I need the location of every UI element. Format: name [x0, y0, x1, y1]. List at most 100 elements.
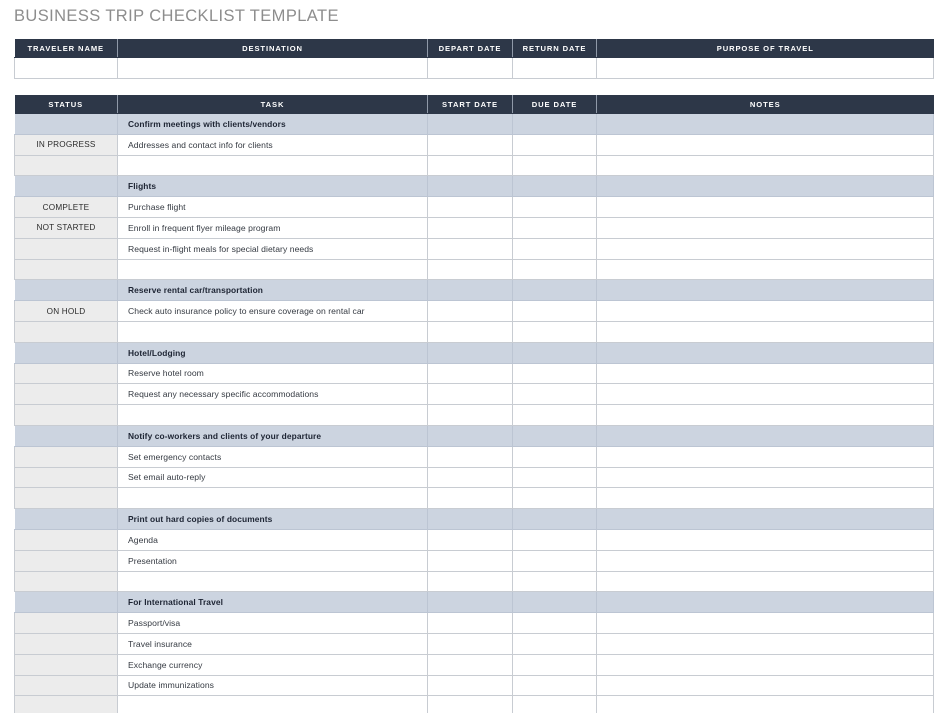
cell-task[interactable]: [117, 695, 428, 713]
cell-start-date[interactable]: [427, 383, 513, 406]
cell-task[interactable]: Enroll in frequent flyer mileage program: [117, 217, 428, 239]
cell-start-date[interactable]: [427, 487, 513, 510]
cell-status[interactable]: [14, 695, 118, 713]
cell-task[interactable]: Request any necessary specific accommoda…: [117, 383, 428, 406]
cell-task[interactable]: [117, 155, 428, 177]
cell-status[interactable]: [14, 571, 118, 593]
cell-start-date[interactable]: [427, 217, 513, 239]
cell-due-date[interactable]: [512, 238, 597, 260]
cell-due-date[interactable]: [512, 654, 597, 676]
cell-notes[interactable]: [596, 238, 934, 260]
cell-status[interactable]: COMPLETE: [14, 196, 118, 218]
cell-notes[interactable]: [596, 550, 934, 572]
cell-status[interactable]: [14, 633, 118, 655]
cell-status[interactable]: [14, 259, 118, 281]
cell-due-date[interactable]: [512, 217, 597, 239]
cell-notes[interactable]: [596, 196, 934, 218]
cell-due-date[interactable]: [512, 487, 597, 510]
cell-task[interactable]: Addresses and contact info for clients: [117, 134, 428, 156]
cell-status[interactable]: [14, 321, 118, 343]
cell-due-date[interactable]: [512, 155, 597, 177]
cell-task[interactable]: [117, 404, 428, 426]
cell-task[interactable]: Reserve hotel room: [117, 363, 428, 385]
cell-status[interactable]: [14, 404, 118, 426]
cell-task[interactable]: Travel insurance: [117, 633, 428, 655]
cell-status[interactable]: [14, 550, 118, 572]
cell-start-date[interactable]: [427, 467, 513, 489]
cell-due-date[interactable]: [512, 529, 597, 551]
cell-status[interactable]: [14, 654, 118, 676]
cell-notes[interactable]: [596, 404, 934, 426]
cell-status[interactable]: [14, 467, 118, 489]
cell-notes[interactable]: [596, 654, 934, 676]
cell-start-date[interactable]: [427, 300, 513, 322]
cell-notes[interactable]: [596, 259, 934, 281]
cell-start-date[interactable]: [427, 155, 513, 177]
cell-start-date[interactable]: [427, 612, 513, 634]
cell-start-date[interactable]: [427, 675, 513, 697]
cell-task[interactable]: Purchase flight: [117, 196, 428, 218]
cell-notes[interactable]: [596, 383, 934, 406]
cell-due-date[interactable]: [512, 259, 597, 281]
cell-notes[interactable]: [596, 363, 934, 385]
cell-start-date[interactable]: [427, 446, 513, 468]
cell-start-date[interactable]: [427, 695, 513, 713]
cell-task[interactable]: Agenda: [117, 529, 428, 551]
cell-notes[interactable]: [596, 300, 934, 322]
cell-start-date[interactable]: [427, 196, 513, 218]
cell-notes[interactable]: [596, 467, 934, 489]
cell-notes[interactable]: [596, 487, 934, 510]
cell-task[interactable]: Update immunizations: [117, 675, 428, 697]
cell-due-date[interactable]: [512, 695, 597, 713]
cell-due-date[interactable]: [512, 550, 597, 572]
cell-due-date[interactable]: [512, 383, 597, 406]
cell-start-date[interactable]: [427, 550, 513, 572]
cell-start-date[interactable]: [427, 571, 513, 593]
cell-task[interactable]: Exchange currency: [117, 654, 428, 676]
cell-notes[interactable]: [596, 321, 934, 343]
cell-start-date[interactable]: [427, 363, 513, 385]
cell-status[interactable]: [14, 238, 118, 260]
cell-status[interactable]: IN PROGRESS: [14, 134, 118, 156]
cell-task[interactable]: Set emergency contacts: [117, 446, 428, 468]
cell-task[interactable]: Presentation: [117, 550, 428, 572]
cell-due-date[interactable]: [512, 321, 597, 343]
cell-status[interactable]: [14, 155, 118, 177]
cell-status[interactable]: [14, 487, 118, 510]
cell-notes[interactable]: [596, 446, 934, 468]
cell-notes[interactable]: [596, 217, 934, 239]
cell-notes[interactable]: [596, 529, 934, 551]
cell-notes[interactable]: [596, 633, 934, 655]
trip-input-return-date[interactable]: [512, 57, 597, 79]
cell-status[interactable]: NOT STARTED: [14, 217, 118, 239]
cell-due-date[interactable]: [512, 612, 597, 634]
cell-task[interactable]: [117, 259, 428, 281]
cell-status[interactable]: ON HOLD: [14, 300, 118, 322]
cell-start-date[interactable]: [427, 238, 513, 260]
cell-notes[interactable]: [596, 571, 934, 593]
cell-task[interactable]: Check auto insurance policy to ensure co…: [117, 300, 428, 322]
cell-task[interactable]: Request in-flight meals for special diet…: [117, 238, 428, 260]
trip-input-purpose-of-travel[interactable]: [596, 57, 934, 79]
cell-task[interactable]: [117, 321, 428, 343]
trip-input-traveler-name[interactable]: [14, 57, 118, 79]
cell-start-date[interactable]: [427, 633, 513, 655]
cell-start-date[interactable]: [427, 529, 513, 551]
cell-status[interactable]: [14, 612, 118, 634]
cell-due-date[interactable]: [512, 571, 597, 593]
cell-due-date[interactable]: [512, 300, 597, 322]
cell-task[interactable]: Set email auto-reply: [117, 467, 428, 489]
trip-input-depart-date[interactable]: [427, 57, 513, 79]
cell-due-date[interactable]: [512, 363, 597, 385]
cell-notes[interactable]: [596, 675, 934, 697]
cell-status[interactable]: [14, 446, 118, 468]
cell-notes[interactable]: [596, 612, 934, 634]
cell-start-date[interactable]: [427, 321, 513, 343]
cell-task[interactable]: [117, 487, 428, 510]
cell-notes[interactable]: [596, 155, 934, 177]
cell-notes[interactable]: [596, 134, 934, 156]
cell-notes[interactable]: [596, 695, 934, 713]
trip-input-destination[interactable]: [117, 57, 428, 79]
cell-due-date[interactable]: [512, 446, 597, 468]
cell-task[interactable]: Passport/visa: [117, 612, 428, 634]
